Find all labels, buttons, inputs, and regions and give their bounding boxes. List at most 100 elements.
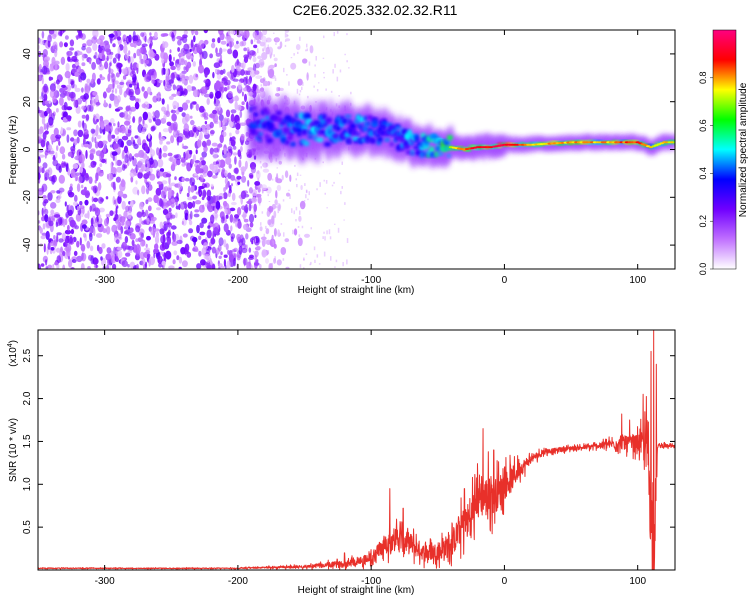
noise-speckle	[165, 213, 171, 219]
noise-speckle	[230, 236, 234, 243]
noise-speckle	[45, 230, 50, 240]
noise-speckle	[225, 243, 229, 251]
noise-speckle	[333, 181, 335, 184]
noise-speckle	[74, 71, 80, 77]
noise-speckle	[113, 186, 116, 191]
noise-speckle	[39, 39, 45, 45]
noise-speckle	[141, 86, 145, 92]
noise-speckle	[162, 152, 168, 158]
noise-speckle	[160, 190, 166, 199]
noise-speckle	[316, 89, 319, 92]
noise-speckle	[166, 141, 171, 145]
noise-speckle	[254, 214, 257, 218]
noise-speckle	[231, 201, 237, 206]
noise-speckle	[38, 220, 41, 224]
noise-speckle	[196, 175, 199, 181]
noise-speckle	[129, 95, 136, 101]
noise-speckle	[44, 172, 50, 181]
noise-speckle	[121, 200, 126, 210]
noise-speckle	[107, 173, 113, 182]
colorbar-tick-label: 0.4	[698, 167, 708, 180]
noise-speckle	[117, 190, 124, 198]
spectrogram-x-axis-label: Height of straight line (km)	[298, 285, 415, 296]
noise-speckle	[101, 140, 108, 145]
noise-speckle	[225, 156, 232, 165]
noise-speckle	[49, 240, 56, 247]
noise-speckle	[246, 101, 249, 110]
noise-speckle	[213, 227, 219, 234]
noise-speckle	[182, 34, 188, 39]
noise-speckle	[167, 152, 173, 157]
noise-speckle	[322, 161, 324, 164]
noise-speckle	[84, 199, 89, 206]
ridge-blob	[347, 120, 354, 125]
noise-speckle	[249, 222, 254, 228]
noise-speckle	[66, 134, 70, 143]
noise-speckle	[162, 40, 165, 49]
noise-speckle	[81, 62, 86, 67]
noise-speckle	[201, 247, 206, 256]
noise-speckle	[240, 166, 247, 172]
noise-speckle	[43, 123, 47, 131]
ridge-blob	[383, 138, 391, 142]
noise-speckle	[73, 201, 78, 207]
noise-speckle	[149, 149, 156, 157]
noise-speckle	[144, 261, 148, 269]
noise-speckle	[261, 52, 268, 60]
noise-speckle	[252, 192, 257, 197]
noise-speckle	[237, 68, 242, 72]
ridge-blob	[295, 112, 299, 120]
noise-speckle	[275, 93, 280, 97]
noise-speckle	[47, 34, 52, 43]
ridge-blob	[278, 129, 284, 134]
noise-speckle	[262, 49, 264, 52]
noise-speckle	[148, 171, 151, 176]
noise-speckle	[41, 116, 46, 125]
noise-speckle	[217, 158, 221, 167]
noise-speckle	[61, 153, 66, 160]
noise-speckle	[202, 140, 207, 148]
noise-speckle	[172, 233, 177, 242]
noise-speckle	[39, 165, 42, 173]
noise-speckle	[43, 208, 49, 216]
ridge-blob	[319, 129, 327, 135]
ridge-blob	[410, 151, 414, 156]
noise-speckle	[49, 83, 56, 92]
ridge-blob	[252, 105, 257, 111]
noise-speckle	[151, 79, 156, 84]
noise-speckle	[350, 91, 352, 95]
noise-speckle	[237, 220, 242, 229]
noise-speckle	[305, 49, 307, 52]
noise-speckle	[174, 176, 177, 181]
noise-speckle	[123, 210, 128, 219]
noise-speckle	[316, 254, 319, 258]
noise-speckle	[47, 167, 53, 176]
noise-speckle	[231, 65, 235, 73]
noise-speckle	[60, 56, 66, 65]
noise-speckle	[223, 117, 228, 123]
ridge-blob	[381, 124, 387, 131]
noise-speckle	[68, 191, 75, 198]
noise-speckle	[197, 126, 201, 130]
noise-speckle	[117, 195, 122, 204]
noise-speckle	[67, 224, 70, 231]
noise-speckle	[198, 187, 201, 195]
noise-speckle	[96, 134, 102, 139]
noise-speckle	[198, 235, 202, 240]
noise-speckle	[64, 246, 70, 252]
noise-speckle	[148, 258, 151, 267]
noise-speckle	[227, 48, 233, 55]
noise-speckle	[326, 207, 328, 209]
noise-speckle	[223, 239, 227, 248]
noise-speckle	[236, 233, 242, 241]
noise-speckle	[184, 243, 190, 253]
noise-speckle	[81, 87, 84, 93]
noise-speckle	[293, 210, 295, 215]
noise-speckle	[93, 114, 96, 119]
noise-speckle	[149, 173, 156, 181]
noise-speckle	[288, 81, 290, 86]
noise-speckle	[69, 183, 73, 188]
noise-speckle	[141, 103, 147, 109]
noise-speckle	[145, 243, 148, 248]
